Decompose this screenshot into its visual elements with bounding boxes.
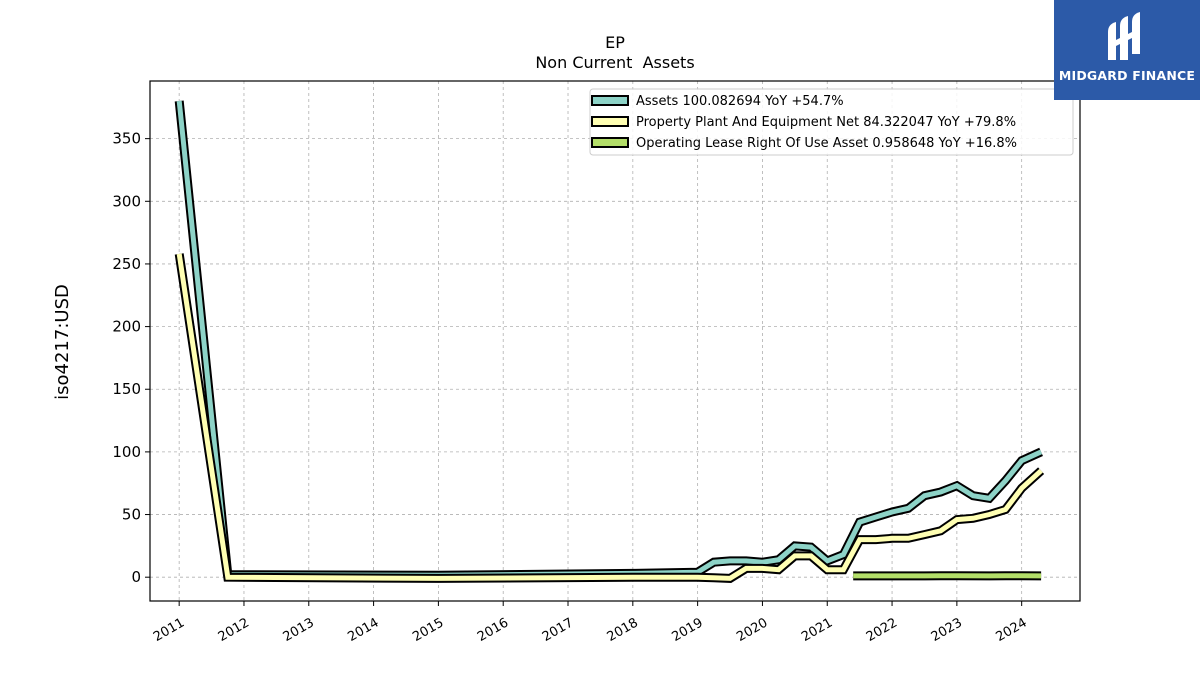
- x-tick-label: 2021: [799, 615, 835, 645]
- x-tick-label: 2022: [864, 615, 900, 645]
- x-tick-label: 2017: [540, 615, 576, 645]
- legend-swatch-2: [591, 137, 629, 148]
- legend-box: [589, 88, 1074, 156]
- legend: Assets 100.082694 YoY +54.7% Property Pla…: [589, 88, 1074, 156]
- x-tick-label: 2015: [410, 615, 446, 645]
- plot-frame: [149, 80, 1081, 602]
- y-tick-label: 150: [112, 380, 141, 398]
- y-tick-label: 50: [122, 506, 141, 524]
- logo-text: MIDGARD FINANCE: [1058, 68, 1196, 83]
- legend-entry-1: Property Plant And Equipment Net 84.3220…: [636, 115, 1016, 130]
- y-tick-label: 200: [112, 318, 141, 336]
- x-tick-label: 2012: [216, 615, 252, 645]
- x-tick-label: 2014: [345, 615, 381, 645]
- y-tick-label: 0: [131, 568, 141, 586]
- grid-lines: [150, 81, 1080, 601]
- x-tick-label: 2024: [994, 615, 1030, 645]
- x-tick-label: 2018: [605, 615, 641, 645]
- y-axis-ticks: 0 50 100 150 200 250 300 350: [112, 130, 150, 586]
- y-tick-label: 300: [112, 192, 141, 210]
- chart-title: EP: [605, 33, 625, 52]
- legend-entry-2: Operating Lease Right Of Use Asset 0.958…: [636, 136, 1017, 151]
- x-axis-ticks: 2011 2012 2013 2014 2015 2016 2017 2018 2019 2020…: [151, 601, 1030, 645]
- series-layer: [174, 100, 1045, 583]
- y-axis-label: iso4217:USD: [52, 284, 73, 400]
- legend-entry-0: Assets 100.082694 YoY +54.7%: [636, 94, 844, 109]
- series-line-1: [176, 253, 1043, 581]
- x-tick-label: 2019: [669, 615, 705, 645]
- x-tick-label: 2011: [151, 615, 187, 645]
- chart-subtitle: Non Current Assets: [535, 53, 694, 72]
- logo-mark-icon: [1108, 12, 1140, 60]
- midgard-finance-logo: MIDGARD FINANCE: [1054, 0, 1200, 100]
- series-line-0: [176, 100, 1043, 578]
- legend-swatch-1: [591, 116, 629, 127]
- series-outline-1: [174, 253, 1045, 583]
- y-tick-label: 250: [112, 255, 141, 273]
- x-tick-label: 2020: [734, 615, 770, 645]
- y-tick-label: 100: [112, 443, 141, 461]
- x-tick-label: 2023: [929, 615, 965, 645]
- legend-swatch-0: [591, 95, 629, 106]
- y-tick-label: 350: [112, 130, 141, 148]
- x-tick-label: 2016: [475, 615, 511, 645]
- x-tick-label: 2013: [281, 615, 317, 645]
